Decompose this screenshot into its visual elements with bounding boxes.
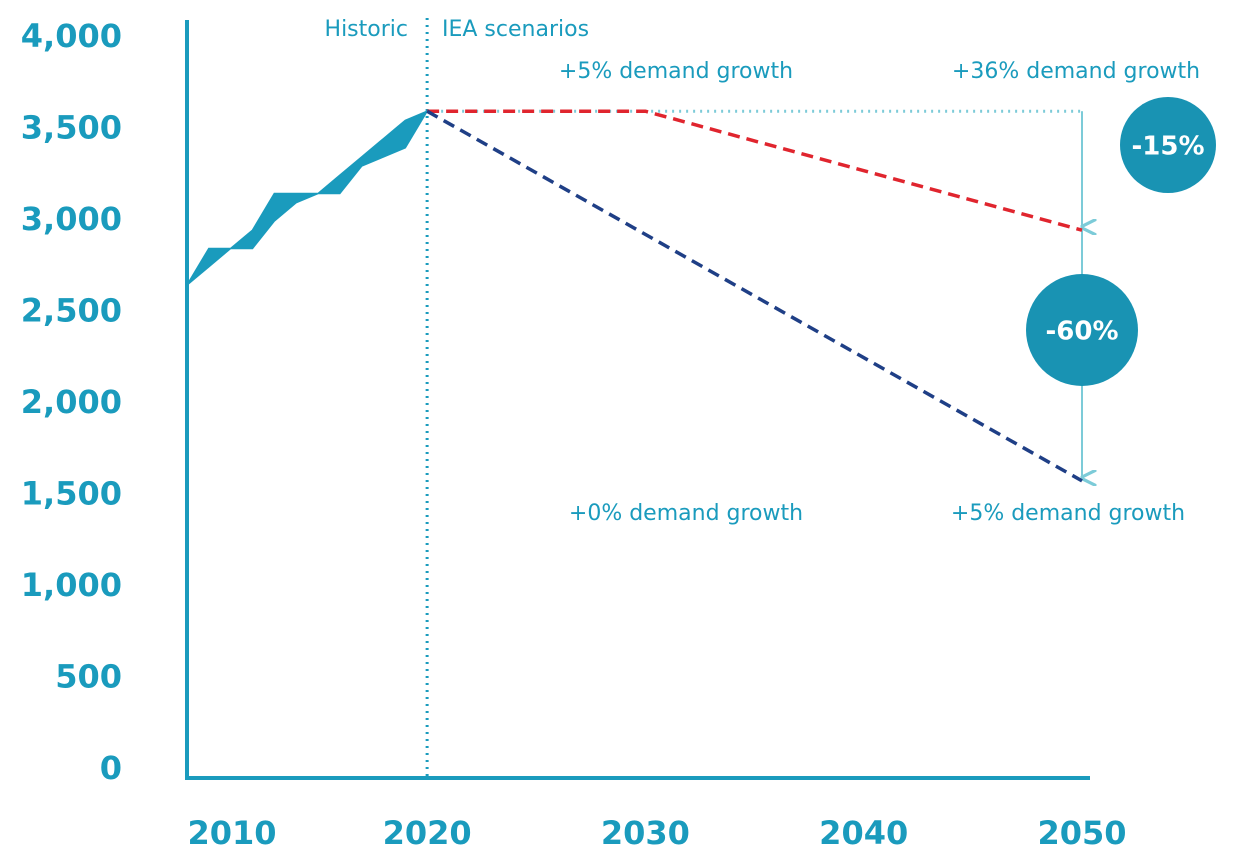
badge	[1026, 274, 1138, 386]
y-tick-label: 1,500	[21, 475, 122, 513]
badge-label: -15%	[1131, 132, 1204, 162]
y-tick-label: 2,500	[21, 292, 122, 330]
y-tick-label: 3,500	[21, 109, 122, 147]
x-tick-label: 2020	[383, 814, 472, 852]
annotation: IEA scenarios	[442, 17, 589, 42]
x-tick-label: 2050	[1037, 814, 1126, 852]
y-tick-label: 3,000	[21, 200, 122, 238]
badge	[1120, 97, 1216, 193]
x-tick-label: 2010	[187, 814, 276, 852]
y-tick-label: 500	[55, 658, 122, 696]
scenario-line	[427, 109, 1083, 232]
y-tick-label: 4,000	[21, 17, 122, 55]
annotation: +5% demand growth	[951, 501, 1185, 526]
y-tick-label: 1,000	[21, 566, 122, 604]
historic-band	[186, 109, 429, 286]
annotation: +36% demand growth	[952, 59, 1200, 84]
annotation: Historic	[325, 17, 408, 42]
annotation: +5% demand growth	[559, 59, 793, 84]
annotation: +0% demand growth	[569, 501, 803, 526]
y-tick-label: 2,000	[21, 383, 122, 421]
x-tick-label: 2040	[819, 814, 908, 852]
scenario-line	[426, 109, 1083, 483]
x-tick-label: 2030	[601, 814, 690, 852]
badge-label: -60%	[1045, 317, 1118, 347]
y-tick-label: 0	[100, 749, 122, 787]
